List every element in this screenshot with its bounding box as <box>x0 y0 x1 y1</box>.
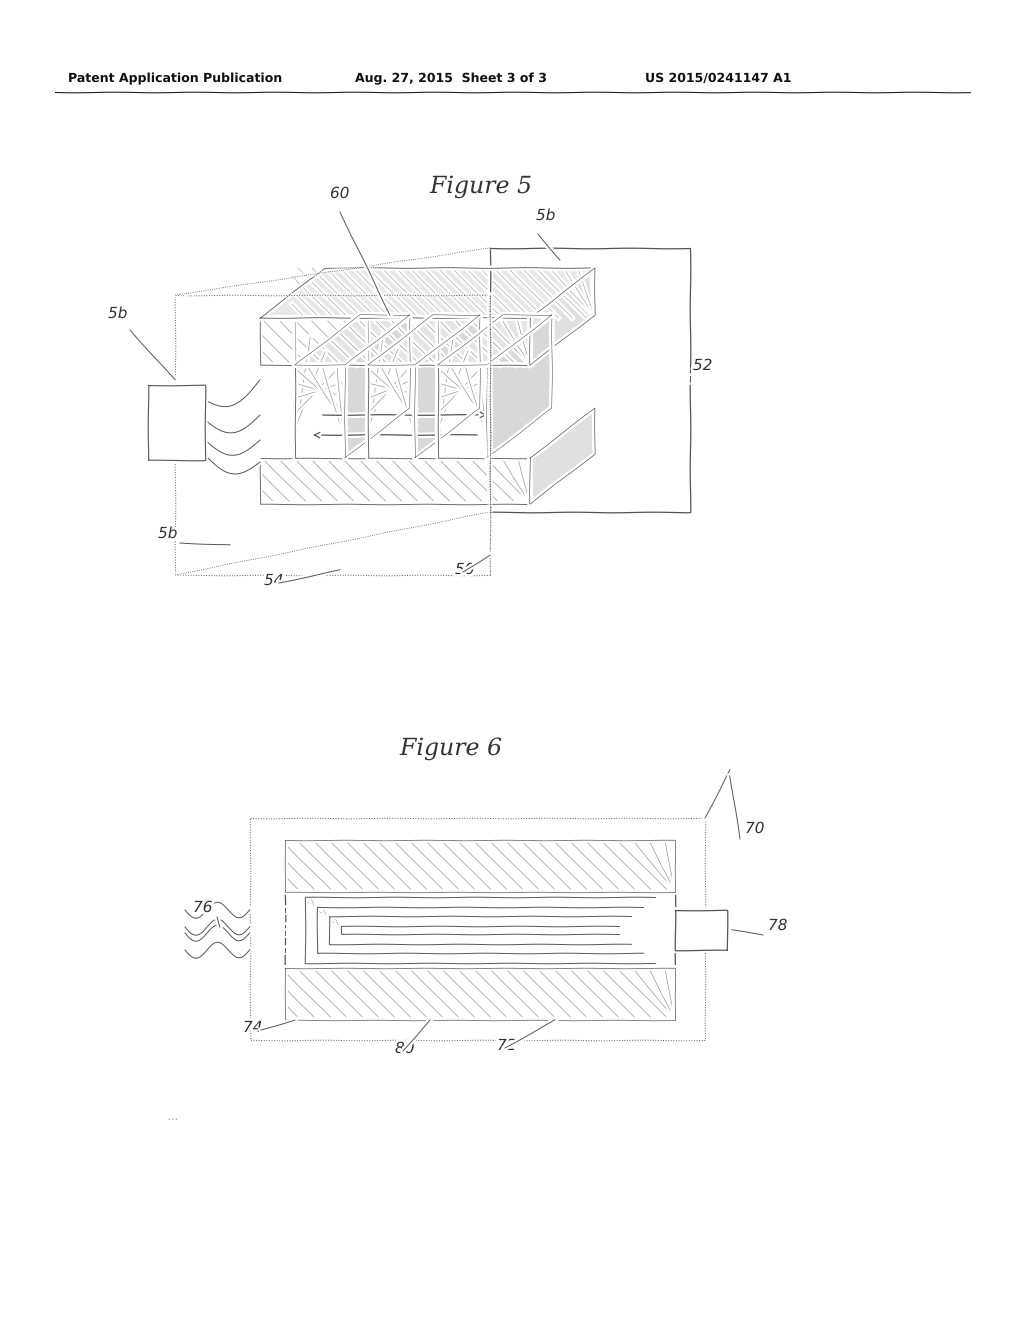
Text: Figure 6: Figure 6 <box>400 737 502 760</box>
Text: 76: 76 <box>193 900 213 915</box>
Polygon shape <box>285 840 675 892</box>
Text: 80: 80 <box>395 1041 415 1056</box>
Polygon shape <box>490 248 690 512</box>
Text: 78: 78 <box>768 917 787 933</box>
Polygon shape <box>295 366 345 458</box>
Polygon shape <box>530 408 595 504</box>
Polygon shape <box>438 366 487 458</box>
Text: 52: 52 <box>693 358 713 374</box>
Polygon shape <box>285 840 675 1020</box>
Text: US 2015/0241147 A1: US 2015/0241147 A1 <box>645 73 792 84</box>
Text: 50: 50 <box>455 562 474 577</box>
Text: 60: 60 <box>330 186 349 201</box>
Polygon shape <box>675 909 727 950</box>
Polygon shape <box>148 385 205 459</box>
Text: 72: 72 <box>497 1038 516 1053</box>
Polygon shape <box>438 315 552 366</box>
Text: Figure 5: Figure 5 <box>430 176 532 198</box>
Text: Patent Application Publication: Patent Application Publication <box>68 73 281 84</box>
Polygon shape <box>260 268 595 318</box>
Text: Aug. 27, 2015  Sheet 3 of 3: Aug. 27, 2015 Sheet 3 of 3 <box>355 73 547 84</box>
Polygon shape <box>487 315 552 458</box>
Polygon shape <box>260 458 530 504</box>
Text: 54: 54 <box>264 573 284 587</box>
Text: 5b: 5b <box>108 306 127 321</box>
Polygon shape <box>415 315 480 458</box>
Polygon shape <box>260 318 530 366</box>
Text: 74: 74 <box>243 1020 262 1035</box>
Polygon shape <box>368 366 415 458</box>
Text: 70: 70 <box>745 821 765 836</box>
Text: ...: ... <box>168 1111 178 1122</box>
Polygon shape <box>295 315 410 366</box>
Polygon shape <box>345 315 410 458</box>
Text: 5b: 5b <box>158 525 177 541</box>
Text: 5b: 5b <box>536 209 555 223</box>
Polygon shape <box>368 315 480 366</box>
Polygon shape <box>530 268 595 366</box>
Polygon shape <box>285 968 675 1020</box>
